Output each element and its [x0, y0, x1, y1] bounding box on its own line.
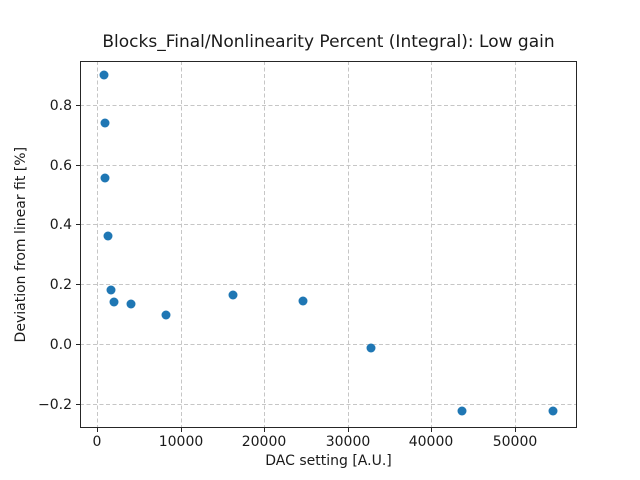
x-tick-label: 20000: [241, 434, 287, 450]
x-tick: [181, 428, 182, 432]
x-tick-label: 50000: [492, 434, 538, 450]
y-tick-label: 0.8: [49, 97, 72, 114]
x-tick-label: 40000: [408, 434, 454, 450]
x-axis-label: DAC setting [A.U.]: [265, 453, 392, 469]
y-tick-label: −0.2: [38, 396, 72, 413]
x-tick: [97, 428, 98, 432]
y-tick-label: 0.6: [49, 157, 72, 174]
y-tick-label: 0.4: [49, 216, 72, 233]
x-tick: [515, 428, 516, 432]
x-tick: [431, 428, 432, 432]
y-tick-label: 0.0: [49, 336, 72, 353]
x-tick-label: 0: [92, 434, 102, 450]
chart-title: Blocks_Final/Nonlinearity Percent (Integ…: [102, 32, 555, 52]
x-tick: [264, 428, 265, 432]
x-tick-label: 10000: [158, 434, 204, 450]
y-axis-label: Deviation from linear fit [%]: [12, 146, 29, 343]
y-tick-label: 0.2: [49, 276, 72, 293]
x-tick: [348, 428, 349, 432]
x-tick-label: 30000: [325, 434, 371, 450]
plot-area: [80, 61, 577, 428]
